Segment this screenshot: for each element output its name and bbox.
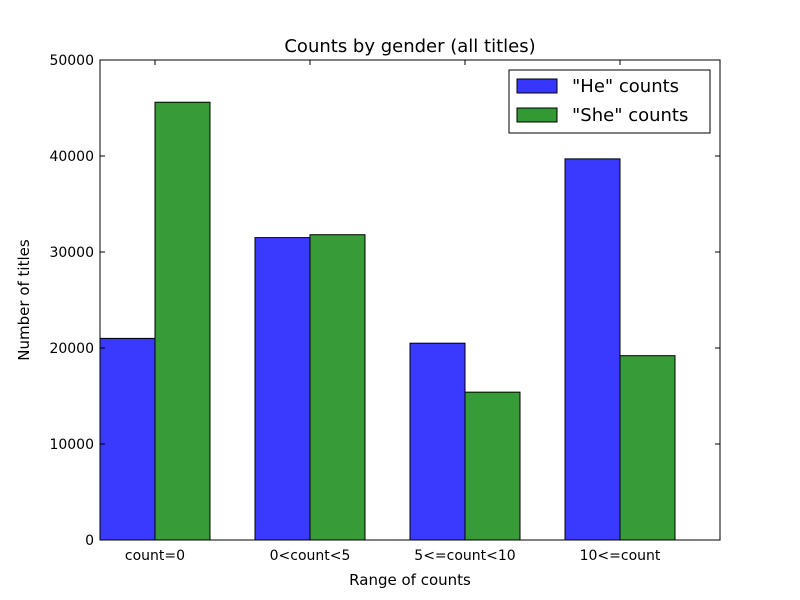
y-tick-label: 20000: [49, 341, 94, 357]
bar-he-2: [409, 342, 466, 541]
bar-she-2: [464, 391, 521, 541]
bar-he-0: [99, 337, 156, 541]
x-axis-label: Range of counts: [349, 571, 471, 589]
y-tick-label: 50000: [49, 53, 94, 69]
bar-he-1: [254, 237, 311, 541]
y-tick-label: 10000: [49, 437, 94, 453]
legend-swatch-he: [516, 78, 558, 94]
plot-frame: [99, 59, 721, 541]
legend-swatch-she: [516, 107, 558, 123]
legend-label-he: "He" counts: [572, 76, 679, 97]
x-tick-label: count=0: [125, 548, 185, 564]
y-tick-label: 0: [85, 533, 94, 549]
bar-he-3: [564, 158, 621, 541]
legend: "He" counts "She" counts: [508, 69, 711, 134]
bars-group: [99, 101, 676, 541]
y-tick-label: 40000: [49, 149, 94, 165]
bar-she-0: [154, 101, 211, 541]
x-tick-label: 10<=count: [580, 548, 661, 564]
legend-label-she: "She" counts: [572, 105, 688, 126]
x-tick-label: 0<count<5: [270, 548, 351, 564]
ticks-group: count=0 0<count<5 5<=count<10 10<=count 0 100…: [49, 53, 720, 564]
bar-she-3: [619, 355, 676, 541]
y-axis-label: Number of titles: [15, 239, 33, 361]
x-tick-label: 5<=count<10: [414, 548, 515, 564]
chart-title: Counts by gender (all titles): [284, 36, 535, 57]
bar-she-1: [309, 234, 366, 541]
y-tick-label: 30000: [49, 245, 94, 261]
